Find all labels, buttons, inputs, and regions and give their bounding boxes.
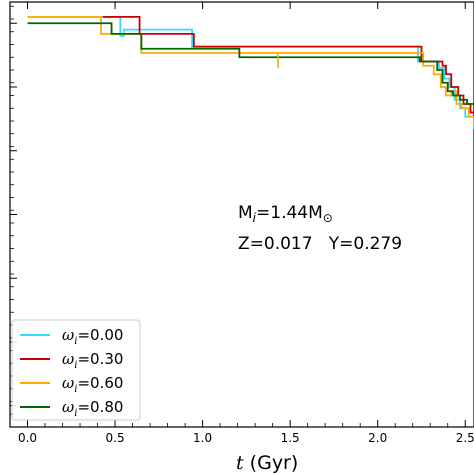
legend-label-1: ωi=0.30 [62,350,123,371]
annotation-mass-symbol: M [238,203,253,223]
series-layer [27,15,474,130]
x-tick-label: 2.0 [368,431,387,445]
x-tick-label: 0.5 [106,431,125,445]
series-line-3 [27,22,474,109]
annotation-mass-value: =1.44M [256,203,323,223]
x-axis-unit: (Gyr) [244,452,299,474]
legend-box [11,319,141,421]
x-tick-label: 1.0 [193,431,212,445]
x-tick-label: 2.5 [456,431,474,445]
legend-label-0: ωi=0.00 [62,326,123,347]
series-line-0 [27,15,474,130]
annotation-mass-subscript: i [253,211,257,225]
x-axis-title: t (Gyr) [236,452,298,474]
x-axis-ticks: 0.0 0.5 1.0 1.5 2.0 2.5 [9,2,474,445]
legend-label-2: ωi=0.60 [62,374,123,395]
annotation-mass-sun: ⊙ [323,211,333,225]
series-line-2 [27,15,474,126]
x-tick-label: 1.5 [281,431,300,445]
legend-label-3: ωi=0.80 [62,398,123,419]
svg-text:Mi=1.44M⊙: Mi=1.44M⊙ [238,203,333,225]
series-line-1 [102,15,474,117]
annotation-composition: Z=0.017 Y=0.279 [238,234,402,254]
x-axis-symbol: t [236,452,244,474]
legend: ωi=0.00 ωi=0.30 ωi=0.60 ωi=0.80 [11,319,141,421]
annotation-mass: Mi=1.44M⊙ [238,203,333,225]
x-tick-label: 0.0 [18,431,37,445]
